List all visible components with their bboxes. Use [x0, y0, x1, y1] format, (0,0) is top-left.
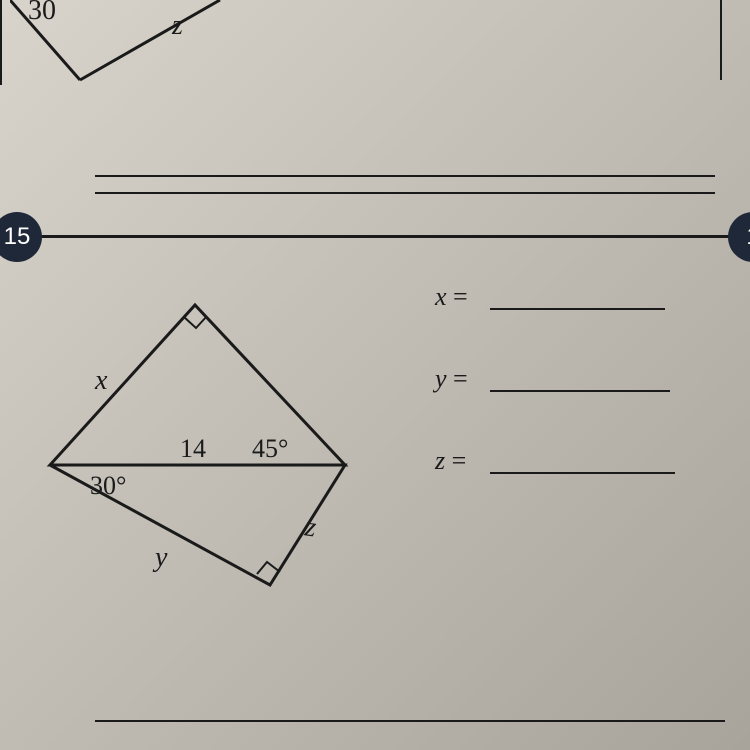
eq-x-var: x — [435, 282, 447, 311]
eq-y: y = — [435, 364, 468, 394]
answer-line-z — [490, 472, 675, 474]
section-divider — [0, 235, 750, 238]
bottom-answer-line — [95, 720, 725, 722]
answer-line-y — [490, 390, 670, 392]
eq-x: x = — [435, 282, 468, 312]
badge-15-text: 15 — [4, 223, 31, 251]
worksheet-page: 30 z 15 1 x 14 45° 30° y z x = y = — [0, 0, 750, 750]
prev-answer-line-upper — [95, 175, 715, 177]
eq-y-eq: = — [447, 364, 468, 393]
problem-number-badge-15: 15 — [0, 212, 42, 262]
label-x: x — [95, 365, 107, 397]
problem-number-badge-right: 1 — [728, 212, 750, 262]
prev-answer-line-lower — [95, 192, 715, 194]
eq-y-var: y — [435, 364, 447, 393]
label-y: y — [155, 542, 167, 574]
badge-right-text: 1 — [746, 223, 750, 251]
answer-line-x — [490, 308, 665, 310]
vertical-margin-left — [0, 0, 2, 85]
eq-z-var: z — [435, 446, 445, 475]
eq-z: z = — [435, 446, 466, 476]
prior-label-30: 30 — [28, 0, 56, 27]
eq-x-eq: = — [447, 282, 468, 311]
prior-label-z: z — [172, 10, 183, 42]
geometry-diagram — [30, 280, 390, 620]
label-14: 14 — [180, 434, 206, 464]
eq-z-eq: = — [445, 446, 466, 475]
label-45: 45° — [252, 434, 288, 464]
vertical-margin-right — [720, 0, 722, 80]
label-30: 30° — [90, 471, 126, 501]
